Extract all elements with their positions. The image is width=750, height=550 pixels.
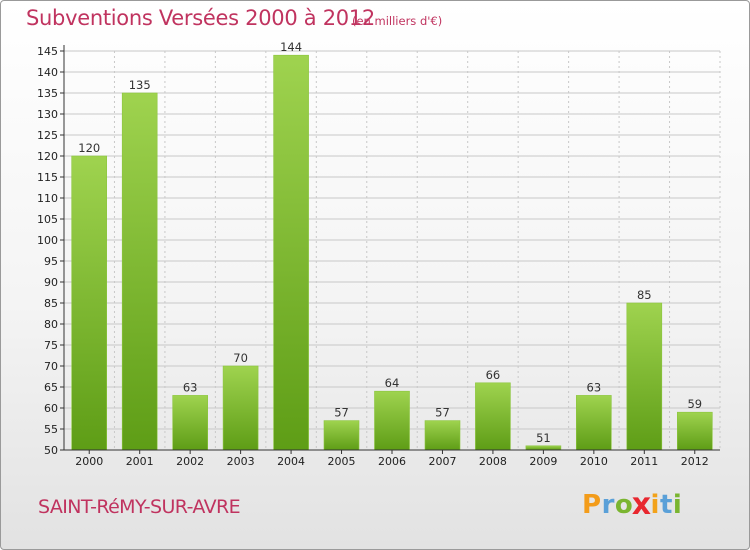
value-label: 70: [233, 351, 248, 365]
x-tick-label: 2010: [580, 455, 608, 468]
x-tick-label: 2009: [529, 455, 557, 468]
bar-2003: [222, 365, 259, 451]
y-tick-label: 80: [44, 318, 58, 331]
y-tick-label: 65: [44, 381, 58, 394]
x-tick-label: 2011: [630, 455, 658, 468]
bar-2005: [323, 420, 360, 451]
value-label: 144: [280, 40, 302, 54]
bar-2011: [626, 302, 663, 451]
y-tick-label: 140: [37, 66, 58, 79]
x-tick-label: 2007: [428, 455, 456, 468]
y-tick-label: 75: [44, 339, 58, 352]
brand-letter: x: [631, 487, 652, 523]
chart-subtitle: (en milliers d'€): [352, 14, 443, 28]
y-tick-label: 105: [37, 213, 58, 226]
y-tick-label: 110: [37, 192, 58, 205]
chart-title: Subventions Versées 2000 à 2012: [26, 6, 375, 30]
value-label: 57: [435, 406, 450, 420]
brand-letter: i: [650, 490, 660, 520]
brand-letter: i: [672, 490, 683, 520]
labels: 50 55 60 65 70 75 80 85 90 95 100 105 110 115 120 125 13…: [37, 40, 709, 468]
y-tick-label: 85: [44, 297, 58, 310]
value-label: 59: [687, 397, 702, 411]
value-label: 135: [129, 78, 151, 92]
bar-2007: [424, 420, 461, 451]
y-tick-label: 115: [37, 171, 58, 184]
value-label: 63: [587, 380, 602, 394]
y-tick-label: 95: [44, 255, 58, 268]
x-tick-label: 2003: [227, 455, 255, 468]
x-tick-label: 2000: [75, 455, 103, 468]
bar-2009: [525, 445, 562, 451]
x-tick-label: 2006: [378, 455, 406, 468]
bar-2004: [273, 54, 309, 451]
x-tick-label: 2005: [328, 455, 356, 468]
value-label: 120: [78, 141, 100, 155]
y-tick-label: 90: [44, 276, 58, 289]
y-tick-label: 50: [44, 444, 58, 457]
bars: [71, 54, 713, 451]
x-tick-label: 2008: [479, 455, 507, 468]
value-label: 57: [334, 406, 349, 420]
x-tick-label: 2002: [176, 455, 204, 468]
bar-2010: [575, 395, 612, 451]
brand-logo[interactable]: Proxiti: [582, 487, 683, 523]
value-label: 63: [183, 380, 198, 394]
gridlines: [63, 50, 721, 450]
bar-2012: [676, 411, 713, 451]
y-tick-label: 130: [37, 108, 58, 121]
brand-letter: P: [582, 490, 602, 520]
y-tick-label: 100: [37, 234, 58, 247]
value-label: 85: [637, 288, 652, 302]
y-tick-label: 145: [37, 45, 58, 58]
y-tick-label: 135: [37, 87, 58, 100]
commune-name: SAINT-RéMY-SUR-AVRE: [38, 496, 241, 518]
value-label: 51: [536, 431, 551, 445]
brand-letter: r: [601, 490, 615, 520]
bar-2006: [374, 390, 410, 451]
bar-2008: [475, 382, 511, 451]
axes: [60, 45, 720, 454]
bar-2001: [121, 92, 158, 451]
bar-2000: [71, 155, 107, 451]
y-tick-label: 55: [44, 423, 58, 436]
y-tick-label: 70: [44, 360, 58, 373]
y-tick-label: 120: [37, 150, 58, 163]
value-label: 64: [385, 376, 400, 390]
y-tick-label: 125: [37, 129, 58, 142]
y-tick-label: 60: [44, 402, 58, 415]
brand-letter: t: [659, 490, 673, 520]
brand-letter: o: [614, 490, 634, 520]
bar-2002: [172, 395, 208, 451]
x-tick-label: 2004: [277, 455, 305, 468]
x-tick-label: 2001: [126, 455, 154, 468]
value-label: 66: [486, 368, 501, 382]
x-tick-label: 2012: [681, 455, 709, 468]
